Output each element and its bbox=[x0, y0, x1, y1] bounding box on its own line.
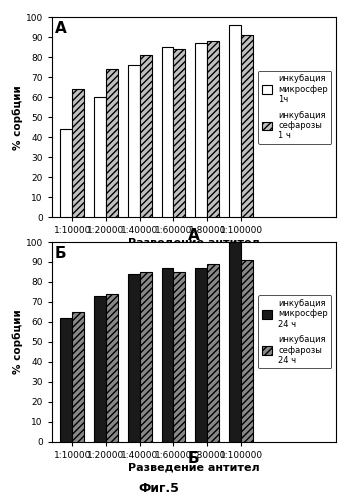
Y-axis label: % сорбции: % сорбции bbox=[12, 309, 23, 374]
Bar bbox=[195, 43, 207, 217]
Bar bbox=[229, 25, 241, 217]
Y-axis label: % сорбции: % сорбции bbox=[12, 85, 23, 150]
Bar bbox=[140, 272, 152, 442]
Bar bbox=[128, 274, 140, 442]
Bar bbox=[173, 272, 185, 442]
Bar bbox=[241, 260, 253, 442]
Legend: инкубация
микросфер
1ч, инкубация
сефарозы
1 ч: инкубация микросфер 1ч, инкубация сефаро… bbox=[258, 71, 331, 144]
Bar bbox=[106, 69, 118, 217]
Bar bbox=[207, 264, 219, 442]
Bar bbox=[106, 294, 118, 442]
X-axis label: Разведение антител: Разведение антител bbox=[128, 238, 260, 248]
Bar bbox=[229, 242, 241, 442]
Bar bbox=[140, 55, 152, 217]
Bar bbox=[128, 65, 140, 217]
Text: А: А bbox=[55, 21, 66, 36]
Bar bbox=[72, 89, 84, 217]
Bar bbox=[162, 47, 173, 217]
Bar bbox=[94, 296, 106, 442]
Bar bbox=[162, 268, 173, 442]
Bar bbox=[60, 318, 72, 442]
X-axis label: Разведение антител: Разведение антител bbox=[128, 463, 260, 473]
Text: Фиг.5: Фиг.5 bbox=[139, 482, 180, 495]
Legend: инкубация
микросфер
24 ч, инкубация
сефарозы
24 ч: инкубация микросфер 24 ч, инкубация сефа… bbox=[258, 295, 331, 368]
Bar bbox=[94, 97, 106, 217]
Bar bbox=[207, 41, 219, 217]
Bar bbox=[60, 129, 72, 217]
Bar bbox=[173, 49, 185, 217]
Text: Б: Б bbox=[55, 246, 66, 261]
Text: А: А bbox=[188, 228, 200, 243]
Text: Б: Б bbox=[188, 451, 200, 466]
Bar bbox=[241, 35, 253, 217]
Bar bbox=[195, 268, 207, 442]
Bar bbox=[72, 312, 84, 442]
